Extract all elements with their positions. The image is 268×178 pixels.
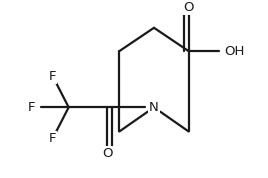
Text: O: O — [102, 147, 113, 161]
Text: F: F — [28, 101, 35, 114]
Text: O: O — [183, 1, 194, 14]
Text: F: F — [49, 132, 57, 145]
Text: F: F — [49, 70, 57, 83]
Text: OH: OH — [225, 45, 245, 58]
Text: N: N — [149, 101, 159, 114]
